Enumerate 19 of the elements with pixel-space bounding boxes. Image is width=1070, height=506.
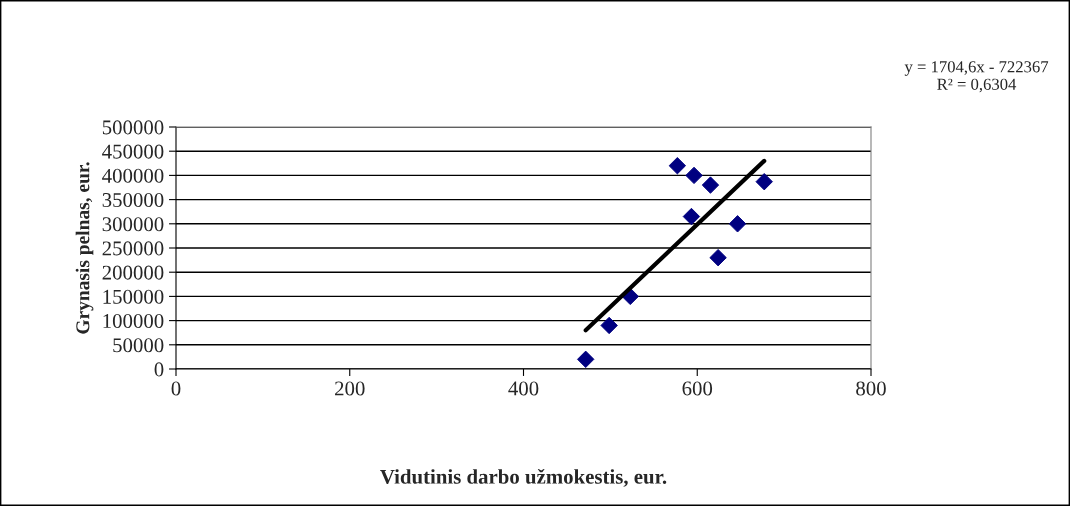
x-tick-label: 200 <box>335 381 365 396</box>
y-tick-label: 500000 <box>102 120 164 135</box>
y-tick-label: 100000 <box>103 313 164 329</box>
text: y = 1704,6x - 722367 R² = 0,6304 <box>904 61 1049 93</box>
y-tick-label: 50000 <box>113 338 164 353</box>
x-tick-label: 0 <box>171 381 181 396</box>
x-tick-label: 400 <box>508 381 539 396</box>
x-axis-title: Vidutinis darbo užmokestis, eur. <box>380 468 667 487</box>
y-tick-label: 0 <box>154 362 164 377</box>
x-tick-label: 600 <box>682 381 713 396</box>
y-tick-label: 350000 <box>102 192 164 208</box>
y-tick-label: 450000 <box>102 144 164 159</box>
y-axis-title: Grynasis pelnas, eur. <box>75 162 94 334</box>
y-tick-label: 400000 <box>102 168 164 183</box>
y-tick-label: 250000 <box>102 241 164 256</box>
y-tick-label: 300000 <box>102 217 164 232</box>
y-tick-label: 200000 <box>102 265 164 280</box>
x-tick-label: 800 <box>856 381 886 396</box>
y-tick-label: 150000 <box>103 289 164 304</box>
